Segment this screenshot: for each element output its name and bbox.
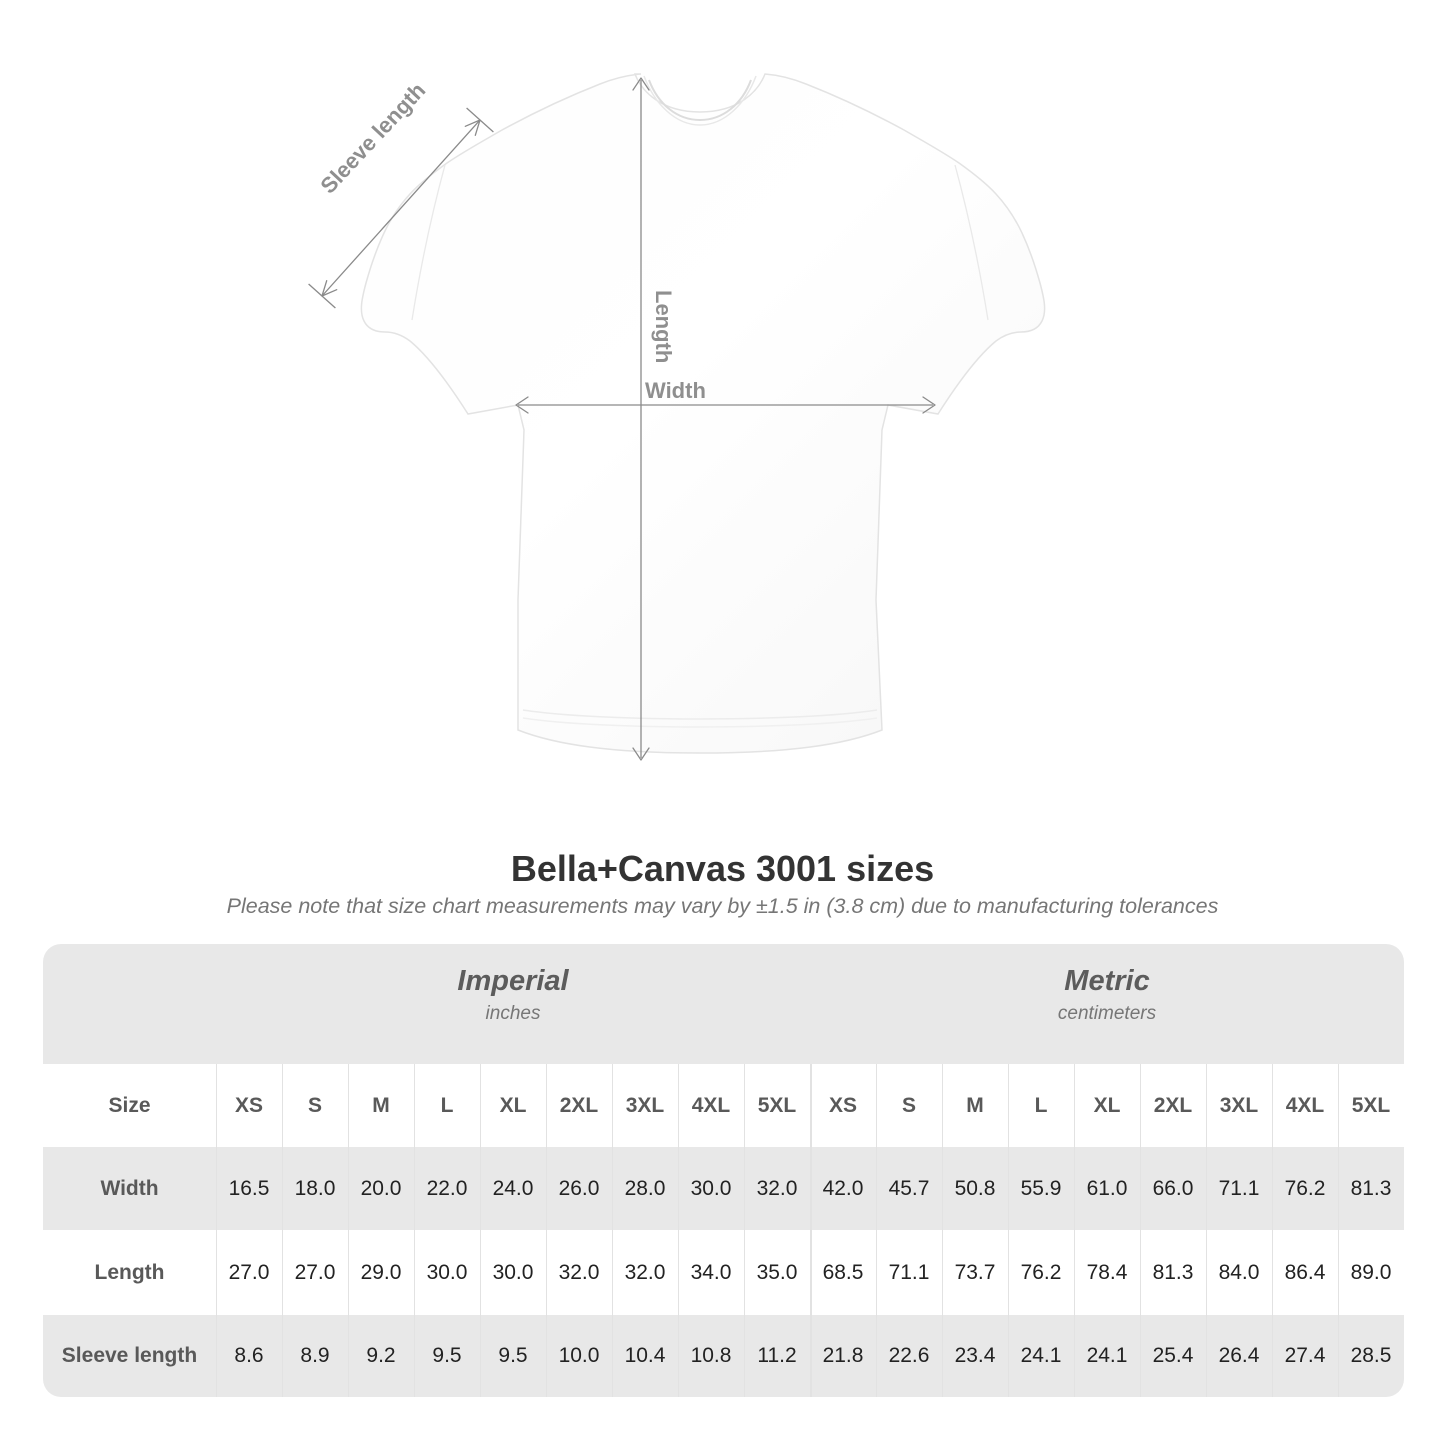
svg-text:Sleeve length: Sleeve length (315, 78, 430, 199)
svg-text:Width: Width (645, 378, 706, 403)
svg-text:Length: Length (651, 290, 676, 363)
